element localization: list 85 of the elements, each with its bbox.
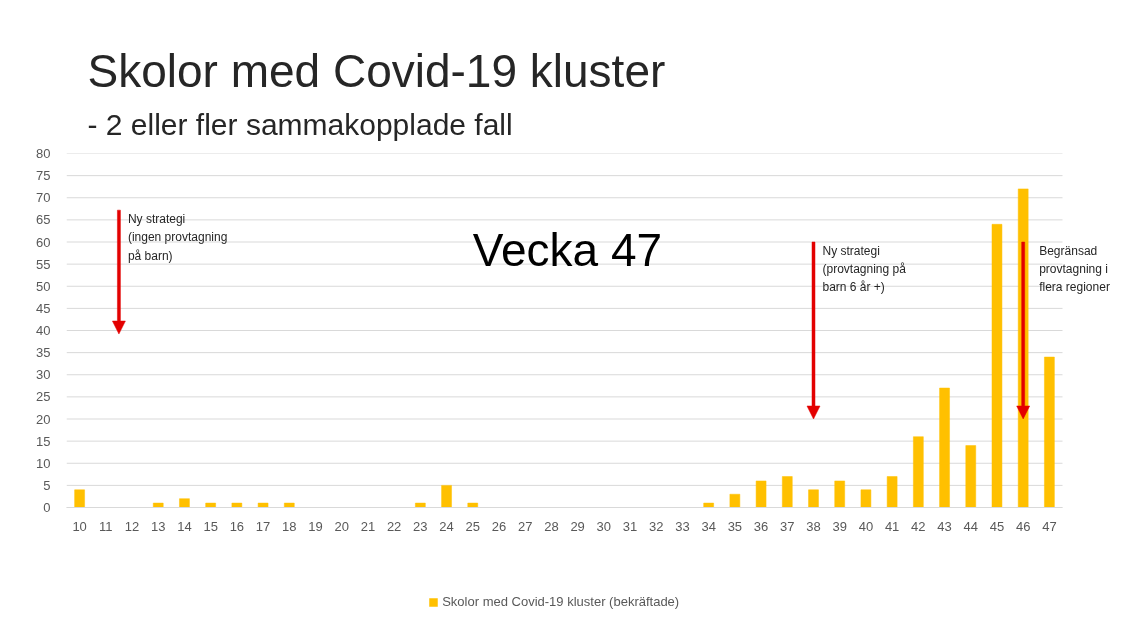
- bar: [205, 502, 216, 508]
- x-tick-label: 35: [727, 518, 743, 534]
- bar: [965, 445, 976, 508]
- y-tick-label: 55: [36, 256, 51, 272]
- bar: [257, 502, 269, 508]
- bar: [74, 489, 85, 508]
- bar: [415, 502, 426, 508]
- annotation: Vecka 47: [472, 224, 663, 277]
- x-tick-label: 24: [439, 518, 454, 534]
- x-tick-label: 14: [177, 518, 192, 534]
- x-tick-label: 23: [413, 518, 428, 534]
- y-tick-label: 20: [36, 411, 51, 427]
- x-tick-label: 25: [465, 518, 480, 534]
- bar: [284, 502, 295, 508]
- y-tick-label: 35: [36, 345, 51, 361]
- chart-title: Skolor med Covid-19 kluster: [87, 44, 666, 97]
- y-tick-label: 5: [43, 477, 51, 493]
- x-tick-label: 17: [255, 518, 271, 534]
- x-tick-label: 42: [911, 518, 926, 534]
- bar: [991, 224, 1003, 508]
- y-tick-label: 0: [43, 500, 51, 515]
- x-tick-label: 19: [308, 518, 323, 534]
- x-tick-label: 30: [596, 518, 612, 534]
- y-tick-label: 40: [36, 323, 51, 338]
- x-tick-label: 20: [334, 518, 349, 534]
- x-tick-label: 37: [780, 518, 795, 534]
- x-tick-label: 13: [151, 518, 166, 534]
- y-tick-label: 70: [36, 190, 51, 206]
- bar: [179, 498, 190, 508]
- ref-line-label: Ny strategi (ingen provtagning på barn): [127, 212, 228, 263]
- x-tick-label: 28: [544, 518, 559, 534]
- x-tick-label: 21: [360, 518, 376, 534]
- chart-subtitle: - 2 eller fler sammakopplade fall: [87, 107, 513, 141]
- ref-line-label: Begränsad provtagning i flera regioner: [1039, 244, 1110, 295]
- x-tick-label: 43: [937, 518, 952, 534]
- x-tick-label: 41: [884, 518, 900, 534]
- x-tick-label: 33: [675, 518, 690, 534]
- y-tick-label: 80: [36, 146, 51, 161]
- y-tick-label: 15: [36, 433, 51, 449]
- x-tick-label: 45: [989, 518, 1005, 534]
- y-tick-label: 75: [36, 168, 51, 184]
- bar: [939, 387, 950, 508]
- x-tick-label: 32: [649, 518, 664, 534]
- bar: [755, 480, 767, 508]
- x-tick-label: 29: [570, 518, 585, 534]
- x-tick-label: 16: [229, 518, 245, 534]
- y-tick-label: 65: [36, 212, 51, 228]
- bar: [441, 485, 452, 508]
- x-tick-label: 12: [124, 518, 140, 534]
- y-tick-label: 45: [36, 300, 51, 316]
- bar: [834, 480, 845, 508]
- y-tick-label: 60: [36, 234, 51, 250]
- x-tick-label: 46: [1015, 518, 1031, 534]
- bar: [231, 502, 243, 508]
- x-tick-label: 15: [203, 518, 218, 534]
- x-tick-label: 26: [491, 518, 507, 534]
- bar: [782, 476, 793, 508]
- bar: [913, 436, 924, 508]
- y-tick-label: 10: [36, 455, 51, 471]
- x-tick-label: 27: [517, 518, 533, 534]
- bar: [153, 502, 164, 508]
- bar: [729, 493, 741, 508]
- bar: [467, 502, 478, 508]
- legend-label: Skolor med Covid-19 kluster (bekräftade): [442, 594, 680, 609]
- bar: [886, 476, 898, 508]
- y-tick-label: 30: [36, 367, 51, 383]
- x-tick-label: 47: [1042, 518, 1057, 534]
- x-tick-label: 31: [622, 518, 638, 534]
- y-tick-label: 50: [36, 278, 51, 294]
- x-tick-label: 18: [282, 518, 297, 534]
- x-tick-label: 39: [832, 518, 847, 534]
- bar: [860, 489, 872, 508]
- ref-line-label: Ny strategi (provtagning på barn 6 år +): [822, 244, 907, 295]
- x-tick-label: 11: [99, 518, 113, 534]
- bar: [1044, 356, 1055, 508]
- x-tick-label: 10: [72, 518, 87, 534]
- x-tick-label: 22: [386, 518, 402, 534]
- x-tick-label: 36: [753, 518, 769, 534]
- x-tick-label: 38: [806, 518, 821, 534]
- bar: [703, 502, 714, 508]
- x-tick-label: 44: [963, 518, 978, 534]
- x-tick-label: 40: [858, 518, 874, 534]
- x-tick-label: 34: [701, 518, 716, 534]
- y-tick-label: 25: [36, 389, 51, 405]
- bar: [808, 489, 819, 508]
